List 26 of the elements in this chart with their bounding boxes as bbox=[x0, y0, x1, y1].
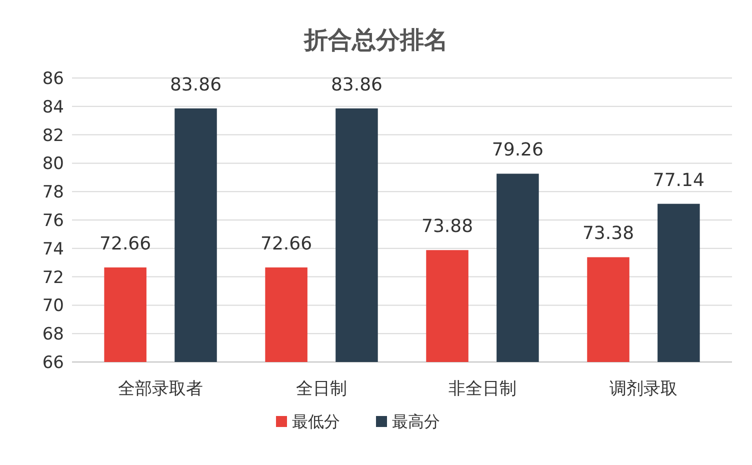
y-tick-label: 72 bbox=[42, 268, 64, 288]
x-tick-label: 全部录取者 bbox=[118, 379, 204, 399]
x-tick-label: 调剂录取 bbox=[609, 379, 678, 399]
data-label: 83.86 bbox=[170, 74, 222, 96]
data-label: 77.14 bbox=[652, 170, 704, 191]
chart-title: 折合总分排名 bbox=[303, 26, 448, 54]
y-tick-label: 84 bbox=[42, 97, 64, 118]
y-tick-label: 86 bbox=[42, 69, 64, 89]
y-tick-label: 68 bbox=[42, 324, 64, 345]
x-tick-label: 非全日制 bbox=[448, 379, 516, 399]
data-label: 73.38 bbox=[582, 223, 634, 244]
y-tick-label: 80 bbox=[42, 154, 64, 174]
data-label: 79.26 bbox=[492, 140, 544, 161]
y-tick-label: 70 bbox=[42, 296, 64, 316]
y-tick-label: 66 bbox=[42, 353, 64, 373]
y-tick-label: 74 bbox=[42, 239, 64, 260]
y-tick-label: 76 bbox=[42, 211, 64, 231]
y-tick-label: 78 bbox=[42, 182, 64, 203]
data-label: 72.66 bbox=[260, 233, 312, 254]
y-tick-label: 82 bbox=[42, 126, 64, 146]
x-tick-label: 全日制 bbox=[296, 379, 348, 399]
data-label: 83.86 bbox=[330, 74, 382, 96]
legend-label: 最低分 bbox=[292, 412, 340, 431]
data-label: 73.88 bbox=[422, 216, 474, 238]
data-label: 72.66 bbox=[100, 233, 152, 254]
legend-label: 最高分 bbox=[392, 412, 440, 431]
